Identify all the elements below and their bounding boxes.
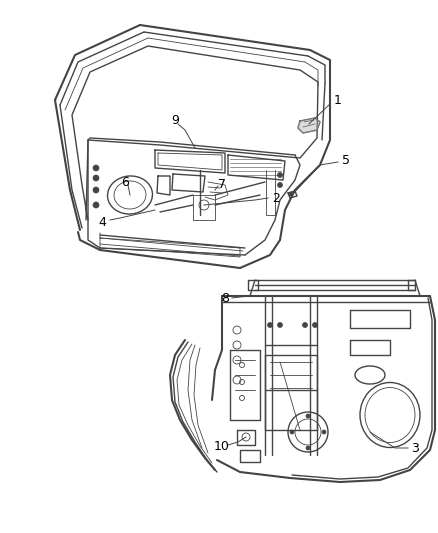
Circle shape [93, 187, 99, 193]
Circle shape [93, 165, 99, 171]
Circle shape [306, 446, 310, 450]
Circle shape [289, 192, 293, 196]
Circle shape [93, 202, 99, 208]
Circle shape [268, 322, 272, 327]
Text: 7: 7 [218, 177, 226, 190]
Circle shape [278, 322, 283, 327]
Circle shape [290, 430, 294, 434]
Polygon shape [298, 118, 320, 133]
Circle shape [322, 430, 326, 434]
Text: 9: 9 [171, 114, 179, 126]
Circle shape [303, 322, 307, 327]
Text: 8: 8 [221, 292, 229, 304]
Text: 10: 10 [214, 440, 230, 454]
Text: 2: 2 [272, 191, 280, 205]
Circle shape [278, 182, 283, 188]
Circle shape [278, 173, 283, 177]
Circle shape [93, 175, 99, 181]
Text: 6: 6 [121, 175, 129, 189]
Text: 5: 5 [342, 154, 350, 166]
Circle shape [312, 322, 318, 327]
Circle shape [306, 414, 310, 418]
Text: 4: 4 [98, 215, 106, 229]
Text: 3: 3 [411, 441, 419, 455]
Text: 1: 1 [334, 93, 342, 107]
